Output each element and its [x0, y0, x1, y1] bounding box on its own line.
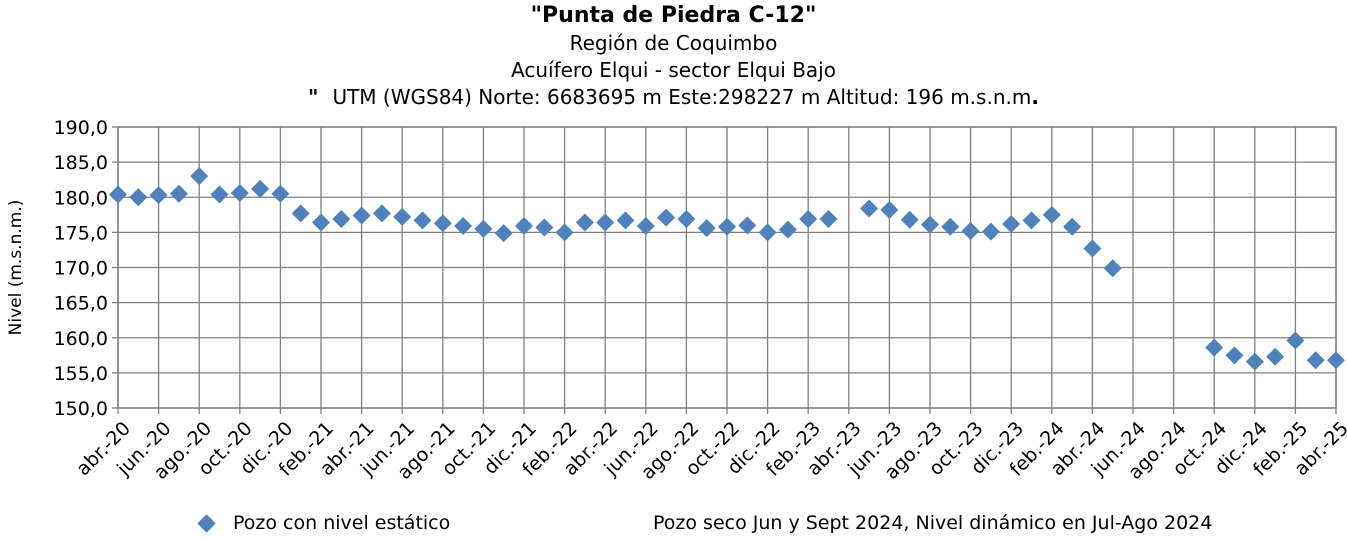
- data-point: [616, 211, 635, 230]
- y-tick-label: 190,0: [54, 117, 108, 139]
- x-axis-ticks: abr.-20jun.-20ago.-20oct.-20dic.-20feb.-…: [72, 408, 1347, 484]
- y-tick-label: 170,0: [54, 258, 108, 280]
- data-point: [372, 204, 391, 223]
- data-point: [1083, 239, 1102, 258]
- chart-note: Pozo seco Jun y Sept 2024, Nivel dinámic…: [653, 512, 1213, 534]
- data-point: [494, 224, 513, 243]
- data-point: [291, 204, 310, 223]
- data-point: [352, 206, 371, 225]
- data-point: [981, 222, 1000, 241]
- y-tick-label: 150,0: [54, 398, 108, 420]
- data-point: [636, 217, 655, 236]
- data-point: [1245, 352, 1264, 371]
- data-point: [718, 217, 736, 236]
- y-tick-label: 160,0: [54, 328, 108, 350]
- data-point: [271, 184, 290, 203]
- data-point: [677, 210, 696, 229]
- data-point: [332, 210, 351, 229]
- data-point: [758, 223, 777, 242]
- data-point: [900, 210, 919, 229]
- chart-subtitle-aquifer: Acuífero Elqui - sector Elqui Bajo: [511, 58, 836, 82]
- data-point: [575, 213, 594, 232]
- data-point: [1225, 346, 1244, 365]
- data-point: [210, 185, 229, 204]
- chart-title: "Punta de Piedra C-12": [530, 3, 817, 28]
- y-tick-label: 175,0: [54, 222, 108, 244]
- y-tick-label: 180,0: [54, 187, 108, 209]
- data-point: [190, 167, 209, 186]
- data-point: [799, 210, 818, 229]
- data-point: [921, 215, 939, 234]
- data-point: [149, 186, 168, 205]
- data-point: [1286, 331, 1305, 350]
- data-point: [1266, 347, 1285, 366]
- coords-prefix: ": [308, 85, 319, 109]
- y-tick-label: 155,0: [54, 363, 108, 385]
- data-point: [515, 217, 533, 236]
- y-axis-label: Nivel (m.s.n.m.): [6, 200, 26, 336]
- data-point: [251, 179, 270, 198]
- coords-text: UTM (WGS84) Norte: 6683695 m Este:298227…: [332, 85, 1032, 109]
- data-point: [738, 216, 757, 235]
- data-point: [657, 208, 676, 227]
- data-point: [474, 219, 493, 238]
- data-point: [1205, 338, 1224, 357]
- data-point: [535, 218, 554, 237]
- data-point: [819, 210, 838, 229]
- data-point: [1042, 205, 1061, 224]
- data-point: [880, 200, 899, 219]
- data-point: [230, 184, 249, 203]
- data-point: [596, 213, 615, 232]
- data-point: [555, 223, 574, 242]
- data-point: [778, 220, 797, 239]
- data-point: [109, 185, 127, 204]
- data-point: [1063, 217, 1082, 236]
- chart-subtitle-region: Región de Coquimbo: [569, 31, 778, 55]
- data-point: [1327, 351, 1345, 370]
- data-point: [454, 217, 473, 236]
- data-point: [860, 199, 879, 218]
- data-point: [961, 221, 980, 240]
- data-point: [393, 207, 412, 226]
- coords-suffix: .: [1031, 85, 1039, 109]
- data-point: [1022, 211, 1041, 230]
- data-points: [109, 167, 1345, 371]
- chart-header: "Punta de Piedra C-12" Región de Coquimb…: [0, 2, 1347, 111]
- data-point: [1002, 214, 1021, 233]
- data-point: [413, 211, 432, 230]
- y-tick-label: 185,0: [54, 152, 108, 174]
- y-axis-ticks: 150,0 155,0 160,0 165,0 170,0 175,0 180,0 185,0…: [54, 117, 118, 420]
- data-point: [433, 214, 452, 233]
- legend-marker-diamond-icon: [197, 513, 216, 533]
- y-tick-label: 165,0: [54, 293, 108, 315]
- data-point: [129, 188, 148, 207]
- legend: Pozo con nivel estático: [197, 512, 451, 534]
- data-point: [697, 219, 716, 238]
- chart-coordinates: " UTM (WGS84) Norte: 6683695 m Este:29822…: [0, 84, 1347, 111]
- data-point: [1306, 351, 1325, 370]
- legend-label: Pozo con nivel estático: [233, 512, 451, 534]
- data-point: [941, 217, 960, 236]
- data-point: [169, 184, 188, 203]
- data-point: [312, 213, 330, 232]
- data-point: [1103, 259, 1122, 278]
